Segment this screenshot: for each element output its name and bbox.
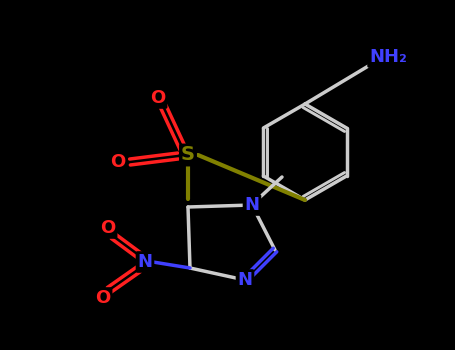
- Text: O: O: [111, 153, 126, 171]
- Text: N: N: [238, 271, 253, 289]
- Text: O: O: [101, 219, 116, 237]
- Text: N: N: [137, 253, 152, 271]
- Text: S: S: [181, 146, 195, 164]
- Text: O: O: [150, 89, 166, 107]
- Text: N: N: [244, 196, 259, 214]
- Text: O: O: [96, 289, 111, 307]
- Text: NH₂: NH₂: [369, 48, 407, 66]
